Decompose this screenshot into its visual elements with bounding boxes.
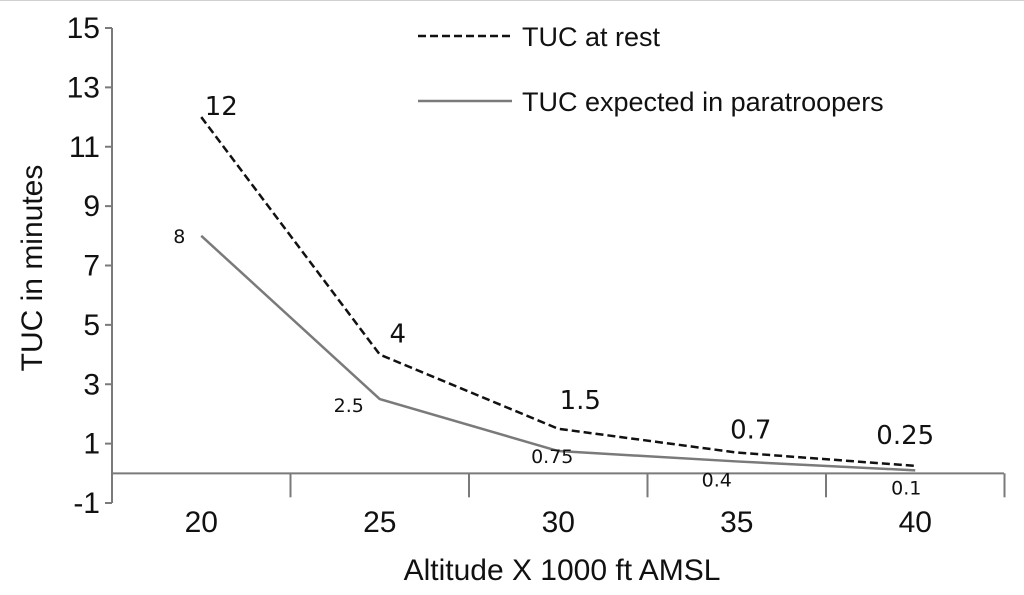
- data-label-tuc-paratroopers: 2.5: [334, 395, 364, 417]
- y-tick-label: 3: [83, 368, 100, 401]
- x-tick-label: 30: [542, 506, 575, 539]
- legend-label-tuc-paratroopers: TUC expected in paratroopers: [522, 87, 884, 117]
- data-label-tuc-at-rest: 4: [389, 320, 406, 350]
- x-axis-title: Altitude X 1000 ft AMSL: [404, 554, 721, 587]
- series-line-tuc-paratroopers: [200, 234, 916, 472]
- y-tick-label: 1: [83, 428, 100, 461]
- y-tick-label: 15: [67, 12, 100, 45]
- y-tick-label: 7: [83, 250, 100, 283]
- legend-label-tuc-at-rest: TUC at rest: [522, 22, 661, 52]
- x-tick-label: 35: [720, 506, 753, 539]
- x-tick-label: 20: [185, 506, 218, 539]
- data-label-tuc-paratroopers: 0.1: [891, 477, 921, 499]
- y-axis-title: TUC in minutes: [16, 165, 49, 372]
- y-tick-label: 9: [83, 190, 100, 223]
- x-axis: 20 25 30 35 40: [111, 472, 1006, 539]
- y-tick-label: 13: [67, 71, 100, 104]
- series-layer: [200, 116, 916, 472]
- data-label-tuc-at-rest: 0.7: [730, 416, 771, 446]
- x-tick-label: 25: [363, 506, 396, 539]
- y-tick-label: 5: [83, 309, 100, 342]
- data-label-tuc-paratroopers: 0.4: [702, 469, 732, 491]
- data-label-tuc-paratroopers: 0.75: [531, 446, 573, 468]
- y-tick-label: 11: [69, 131, 100, 164]
- data-label-tuc-paratroopers: 8: [173, 226, 185, 248]
- x-tick-label: 40: [899, 506, 932, 539]
- data-labels-layer: 12 4 1.5 0.7 0.25 8 2.5 0.75 0.4 0.1: [173, 92, 934, 499]
- data-label-tuc-at-rest: 0.25: [876, 421, 934, 451]
- legend: TUC at rest TUC expected in paratroopers: [418, 22, 884, 117]
- data-label-tuc-at-rest: 12: [205, 92, 238, 122]
- series-line-tuc-at-rest: [200, 116, 916, 468]
- data-label-tuc-at-rest: 1.5: [560, 386, 601, 416]
- y-tick-label: -1: [73, 487, 100, 520]
